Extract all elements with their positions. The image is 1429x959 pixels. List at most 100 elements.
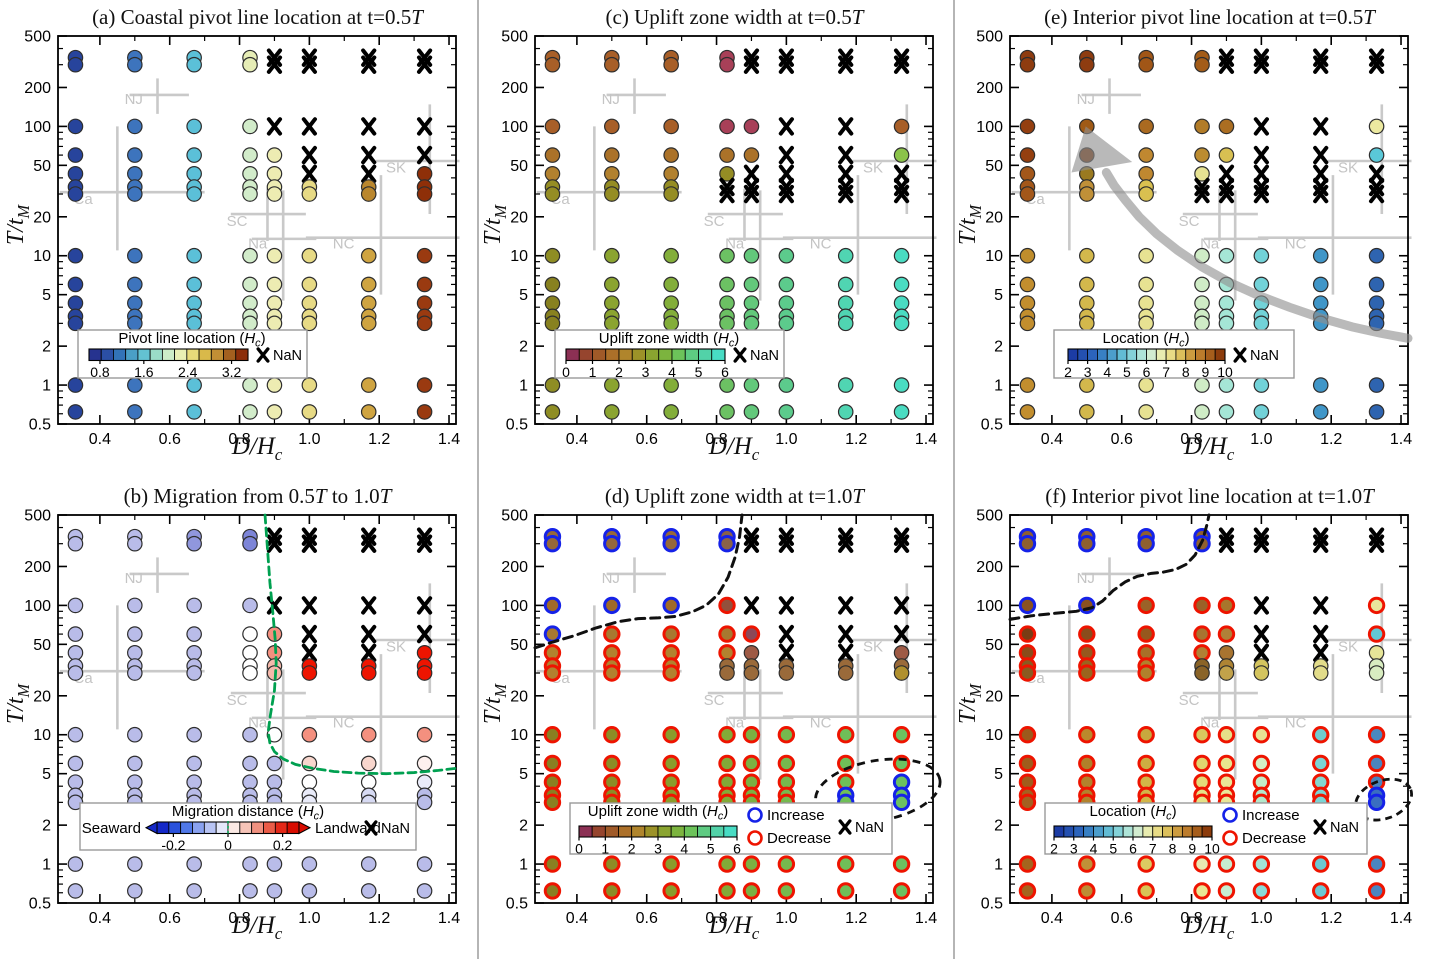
svg-text:50: 50 <box>985 158 1003 175</box>
svg-text:NaN: NaN <box>1330 820 1359 836</box>
svg-text:Na: Na <box>248 714 268 731</box>
svg-text:SC: SC <box>704 692 725 709</box>
svg-text:9: 9 <box>1201 364 1209 380</box>
svg-text:1.2: 1.2 <box>845 431 867 448</box>
svg-text:3: 3 <box>1084 364 1092 380</box>
svg-text:8: 8 <box>1169 841 1177 857</box>
svg-text:5: 5 <box>42 287 51 304</box>
panel-e-xlabel: D/Hc <box>1183 433 1235 464</box>
svg-text:5: 5 <box>994 766 1003 783</box>
svg-text:0.6: 0.6 <box>159 910 181 927</box>
svg-text:1.2: 1.2 <box>368 910 390 927</box>
svg-text:SK: SK <box>863 639 883 656</box>
panel-c-ylabel: T/tM <box>480 204 510 246</box>
svg-text:5: 5 <box>1109 841 1117 857</box>
svg-text:500: 500 <box>501 508 528 525</box>
svg-text:2: 2 <box>519 818 528 835</box>
svg-text:500: 500 <box>976 508 1003 525</box>
svg-text:50: 50 <box>33 158 51 175</box>
svg-text:2: 2 <box>1064 364 1072 380</box>
svg-text:NC: NC <box>1285 714 1307 731</box>
svg-text:5: 5 <box>695 364 703 380</box>
svg-text:0.5: 0.5 <box>981 896 1003 913</box>
svg-text:0.8: 0.8 <box>1180 431 1202 448</box>
svg-text:0.5: 0.5 <box>506 417 528 434</box>
svg-text:1: 1 <box>994 378 1003 395</box>
panel-b-title: (b) Migration from 0.5T to 1.0T <box>123 484 392 508</box>
svg-text:0.8: 0.8 <box>228 431 250 448</box>
svg-text:5: 5 <box>994 287 1003 304</box>
svg-text:1.2: 1.2 <box>1320 910 1342 927</box>
svg-text:NC: NC <box>1285 235 1307 252</box>
svg-text:20: 20 <box>985 688 1003 705</box>
svg-text:100: 100 <box>501 119 528 136</box>
panel-f-xlabel: D/Hc <box>1183 912 1235 943</box>
svg-text:50: 50 <box>985 637 1003 654</box>
svg-text:SC: SC <box>227 213 248 230</box>
panel-d-ylabel: T/tM <box>480 683 510 725</box>
svg-text:10: 10 <box>33 248 51 265</box>
svg-text:4: 4 <box>680 841 688 857</box>
svg-text:4: 4 <box>1090 841 1098 857</box>
svg-text:10: 10 <box>510 727 528 744</box>
svg-text:NC: NC <box>810 714 832 731</box>
svg-text:3: 3 <box>642 364 650 380</box>
svg-text:SK: SK <box>386 160 406 177</box>
svg-text:Seaward: Seaward <box>82 820 141 837</box>
panel-f-title: (f) Interior pivot line location at t=1.… <box>1045 484 1374 508</box>
svg-text:20: 20 <box>510 209 528 226</box>
svg-text:1.0: 1.0 <box>1250 910 1272 927</box>
svg-text:1.4: 1.4 <box>915 431 937 448</box>
svg-text:2: 2 <box>994 818 1003 835</box>
svg-text:6: 6 <box>721 364 729 380</box>
svg-text:0.4: 0.4 <box>89 431 111 448</box>
svg-text:0.5: 0.5 <box>506 896 528 913</box>
svg-text:200: 200 <box>501 559 528 576</box>
svg-text:0.8: 0.8 <box>705 431 727 448</box>
svg-text:NaN: NaN <box>855 820 884 836</box>
svg-text:1.0: 1.0 <box>1250 431 1272 448</box>
svg-text:Landward: Landward <box>315 820 381 837</box>
svg-text:NJ: NJ <box>602 570 620 587</box>
panel-e: NJ Ca SC Na NC SK 0.4 0.6 0.8 1.0 1.2 1.4 0.5 1 2 5 10 20… <box>952 0 1429 480</box>
svg-text:500: 500 <box>976 29 1003 46</box>
svg-text:1.0: 1.0 <box>775 910 797 927</box>
svg-text:0.6: 0.6 <box>636 431 658 448</box>
column-divider-1 <box>477 0 479 959</box>
panel-c-title: (c) Uplift zone width at t=0.5T <box>605 5 864 29</box>
svg-text:0.2: 0.2 <box>273 837 293 853</box>
svg-text:Location (Hc): Location (Hc) <box>1089 803 1176 823</box>
svg-text:6: 6 <box>1129 841 1137 857</box>
svg-text:3: 3 <box>1070 841 1078 857</box>
svg-text:6: 6 <box>1143 364 1151 380</box>
svg-text:500: 500 <box>501 29 528 46</box>
svg-text:NC: NC <box>333 714 355 731</box>
svg-text:SC: SC <box>704 213 725 230</box>
svg-text:2: 2 <box>628 841 636 857</box>
svg-text:NJ: NJ <box>602 91 620 108</box>
svg-text:SC: SC <box>227 692 248 709</box>
svg-text:0.8: 0.8 <box>228 910 250 927</box>
svg-text:20: 20 <box>33 209 51 226</box>
svg-text:10: 10 <box>985 248 1003 265</box>
svg-text:NJ: NJ <box>1077 570 1095 587</box>
svg-text:20: 20 <box>510 688 528 705</box>
svg-text:4: 4 <box>668 364 676 380</box>
svg-text:Increase: Increase <box>767 807 825 824</box>
svg-text:9: 9 <box>1188 841 1196 857</box>
svg-text:5: 5 <box>519 766 528 783</box>
svg-text:SK: SK <box>863 160 883 177</box>
panel-d-xlabel: D/Hc <box>708 912 760 943</box>
panel-a: NJ Ca SC Na NC SK 0.4 0.6 0.8 1.0 1.2 1.4 0.5 1 2 5 10 20… <box>0 0 477 480</box>
svg-text:1.4: 1.4 <box>438 431 460 448</box>
svg-text:5: 5 <box>42 766 51 783</box>
svg-text:6: 6 <box>733 841 741 857</box>
svg-text:NaN: NaN <box>381 821 410 837</box>
svg-text:1.2: 1.2 <box>1320 431 1342 448</box>
svg-text:0.4: 0.4 <box>566 431 588 448</box>
svg-text:SK: SK <box>1338 160 1358 177</box>
svg-text:200: 200 <box>976 559 1003 576</box>
